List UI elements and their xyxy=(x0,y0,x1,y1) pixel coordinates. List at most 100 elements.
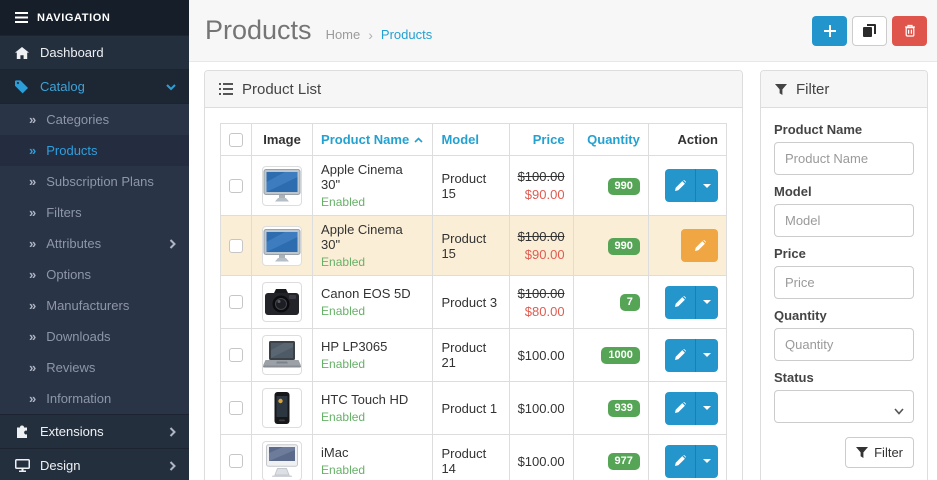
sidebar-item-attributes[interactable]: » Attributes xyxy=(0,228,189,259)
quantity-badge: 1000 xyxy=(601,347,640,364)
edit-button[interactable] xyxy=(665,391,695,425)
row-checkbox[interactable] xyxy=(229,454,243,468)
filter-button-label: Filter xyxy=(874,445,903,460)
filter-label-model: Model xyxy=(774,184,812,199)
quantity-filter-input[interactable] xyxy=(774,328,914,361)
filter-button[interactable]: Filter xyxy=(845,437,914,468)
chevron-down-icon xyxy=(166,83,176,91)
edit-button[interactable] xyxy=(665,169,695,202)
edit-button[interactable] xyxy=(665,338,695,372)
product-model-cell: Product 15 xyxy=(432,215,510,276)
product-model-cell: Product 21 xyxy=(432,328,510,382)
edit-button[interactable] xyxy=(665,285,695,319)
sidebar-item-design[interactable]: Design xyxy=(0,448,189,480)
product-name-filter-input[interactable] xyxy=(774,142,914,175)
row-checkbox[interactable] xyxy=(229,401,243,415)
row-checkbox-cell xyxy=(220,155,252,216)
delete-button[interactable] xyxy=(892,15,927,46)
sidebar-item-extensions[interactable]: Extensions xyxy=(0,414,189,448)
quantity-badge: 977 xyxy=(607,453,640,470)
product-image-cell xyxy=(250,275,314,329)
page-header: Products Home › Products xyxy=(189,0,937,62)
breadcrumb-current[interactable]: Products xyxy=(380,27,433,42)
tag-icon xyxy=(14,79,30,94)
breadcrumb-separator: › xyxy=(368,26,373,43)
product-quantity-cell: 990 xyxy=(572,155,649,216)
sidebar-item-reviews[interactable]: » Reviews xyxy=(0,352,189,383)
sidebar-item-downloads[interactable]: » Downloads xyxy=(0,321,189,352)
edit-button[interactable] xyxy=(665,444,695,478)
sort-link-product-name[interactable]: Product Name xyxy=(321,132,423,147)
row-checkbox[interactable] xyxy=(229,295,243,309)
double-angle-icon: » xyxy=(29,143,37,158)
action-dropdown-button[interactable] xyxy=(695,444,718,478)
sidebar-item-manufacturers[interactable]: » Manufacturers xyxy=(0,290,189,321)
action-cell xyxy=(647,381,728,435)
action-cell xyxy=(647,155,728,216)
action-dropdown-button[interactable] xyxy=(695,169,718,202)
product-quantity-cell: 939 xyxy=(572,381,649,435)
breadcrumb: Home › Products xyxy=(326,27,433,42)
select-all-checkbox[interactable] xyxy=(229,132,243,147)
action-dropdown-button[interactable] xyxy=(695,338,718,372)
caret-down-icon xyxy=(703,183,711,188)
product-price-cell: $100.00 xyxy=(508,434,574,480)
row-checkbox[interactable] xyxy=(229,348,243,362)
sidebar-item-label: Subscription Plans xyxy=(46,174,154,189)
table-row: Canon EOS 5D Enabled Product 3 $100.00 $80.0… xyxy=(220,275,728,329)
filter-label-product-name: Product Name xyxy=(774,122,863,137)
pencil-icon xyxy=(674,296,686,308)
sidebar-item-options[interactable]: » Options xyxy=(0,259,189,290)
sidebar-item-categories[interactable]: » Categories xyxy=(0,104,189,135)
funnel-icon xyxy=(775,83,787,95)
column-header-checkbox xyxy=(220,123,252,156)
price-filter-input[interactable] xyxy=(774,266,914,299)
product-thumbnail-cinema xyxy=(262,165,303,206)
sidebar-item-catalog[interactable]: Catalog xyxy=(0,69,189,103)
breadcrumb-home[interactable]: Home xyxy=(325,27,361,42)
caret-down-icon xyxy=(703,459,711,463)
row-checkbox-cell xyxy=(220,381,252,435)
pencil-icon xyxy=(674,349,686,361)
content: Product List Image Product Name Model Price… xyxy=(189,62,937,480)
sidebar-item-products[interactable]: » Products xyxy=(0,135,189,166)
sidebar-item-subscription-plans[interactable]: » Subscription Plans xyxy=(0,166,189,197)
sidebar-item-filters[interactable]: » Filters xyxy=(0,197,189,228)
product-name: HP LP3065 xyxy=(321,339,388,354)
edit-button-active[interactable] xyxy=(681,229,718,262)
status-select[interactable] xyxy=(774,390,914,423)
sort-link-quantity[interactable]: Quantity xyxy=(587,132,640,147)
double-angle-icon: » xyxy=(29,329,37,344)
plus-icon xyxy=(823,24,836,37)
chevron-right-icon xyxy=(169,238,176,249)
sidebar-item-dashboard[interactable]: Dashboard xyxy=(0,35,189,69)
double-angle-icon: » xyxy=(29,205,37,220)
sidebar-item-information[interactable]: » Information xyxy=(0,383,189,414)
sort-link-price[interactable]: Price xyxy=(533,132,565,147)
action-dropdown-button[interactable] xyxy=(695,285,718,319)
price-new: $90.00 xyxy=(524,247,565,262)
row-checkbox[interactable] xyxy=(229,178,243,193)
action-cell xyxy=(647,434,728,480)
column-header-product-name: Product Name xyxy=(312,123,434,156)
product-status: Enabled xyxy=(321,195,366,209)
sort-link-model[interactable]: Model xyxy=(441,132,479,147)
action-dropdown-button[interactable] xyxy=(695,391,718,425)
product-image-cell xyxy=(250,215,314,276)
copy-button[interactable] xyxy=(852,15,887,46)
product-status: Enabled xyxy=(321,357,366,371)
column-header-model: Model xyxy=(432,123,510,156)
double-angle-icon: » xyxy=(29,267,37,282)
row-checkbox[interactable] xyxy=(229,238,243,253)
product-quantity-cell: 977 xyxy=(572,434,649,480)
filter-panel: Filter Product Name Model Price Quantity Sta… xyxy=(760,70,928,480)
sidebar-item-label: Dashboard xyxy=(40,45,104,60)
product-name: iMac xyxy=(321,445,349,460)
product-name: HTC Touch HD xyxy=(321,392,409,407)
price: $100.00 xyxy=(517,347,565,363)
product-quantity-cell: 7 xyxy=(572,275,649,329)
add-button[interactable] xyxy=(812,15,847,46)
model-filter-input[interactable] xyxy=(774,204,914,237)
sidebar: NAVIGATION Dashboard Catalog » Categories » P… xyxy=(0,0,189,480)
sidebar-item-label: Categories xyxy=(46,112,110,127)
